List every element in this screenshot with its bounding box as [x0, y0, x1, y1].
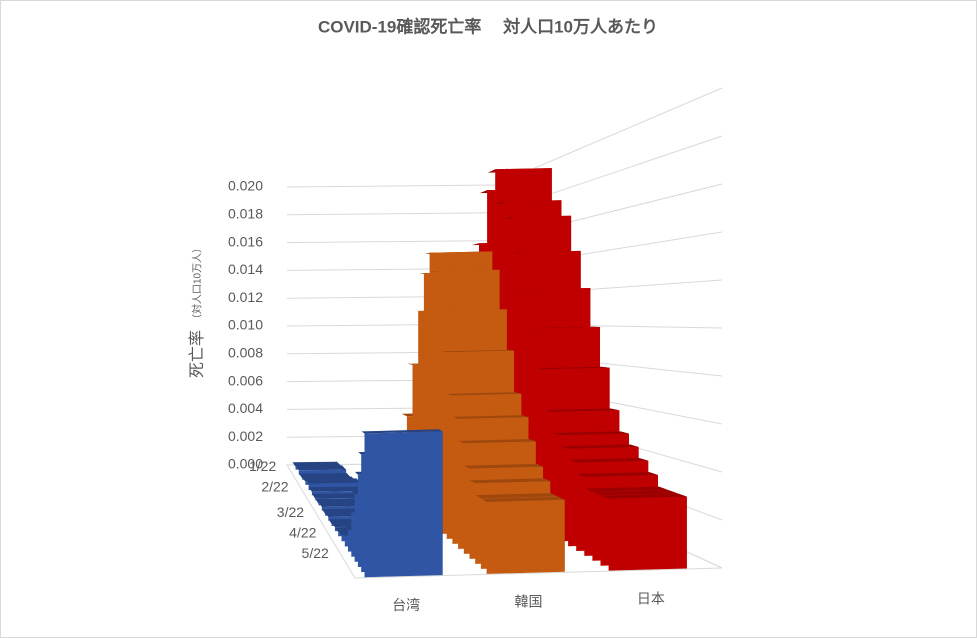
y-axis-title: 死亡率 （対人口10万人） [188, 243, 206, 378]
bar-top [458, 439, 536, 444]
bar-top [475, 493, 558, 499]
bar-top [470, 478, 551, 484]
y-tick-label: 0.016 [228, 233, 263, 249]
bar-top [447, 392, 522, 396]
y-tick-label: 0.004 [228, 400, 263, 416]
depth-tick-label: 2/22 [261, 478, 288, 494]
bar [364, 431, 443, 578]
bar-top [464, 463, 543, 469]
grid-line [286, 240, 496, 244]
bar-top [544, 408, 620, 412]
depth-tick-label: 1/22 [249, 458, 276, 474]
depth-tick-label: 4/22 [289, 525, 316, 541]
bar [486, 499, 565, 574]
bar-top [361, 429, 443, 434]
bar-top [577, 472, 658, 477]
y-tick-label: 0.012 [228, 289, 263, 305]
series-label: 日本 [637, 590, 665, 606]
depth-tick-label: 5/22 [302, 545, 329, 561]
y-tick-label: 0.010 [228, 317, 263, 333]
bar-top [568, 458, 649, 463]
bar-top [585, 486, 668, 492]
y-tick-label: 0.006 [228, 372, 263, 388]
bar-top [536, 366, 610, 370]
y-tick-label: 0.008 [228, 345, 263, 361]
bar [608, 496, 687, 571]
y-label-sub: （対人口10万人） [191, 243, 204, 324]
grid-line [286, 212, 496, 216]
bar-top [601, 493, 687, 499]
y-tick-label: 0.002 [228, 428, 263, 444]
bar-top [552, 431, 629, 436]
series-label: 韓国 [515, 594, 543, 610]
bar-top [305, 478, 361, 484]
bar-top [528, 326, 600, 329]
y-tick-label: 0.000 [228, 456, 263, 472]
series-label: 台湾 [392, 597, 420, 613]
y-tick-label: 0.014 [228, 261, 263, 277]
bar-top [295, 465, 347, 471]
bar-top [481, 496, 565, 502]
bar-top [593, 490, 678, 496]
bar-top [441, 349, 514, 353]
grid-line [286, 184, 496, 188]
bar-top [309, 486, 366, 492]
bar-top [435, 309, 507, 311]
chart-title: COVID-19確認死亡率 対人口10万人あたり [318, 16, 658, 36]
bar-top [560, 444, 639, 449]
y-tick-label: 0.018 [228, 206, 263, 222]
depth-tick-label: 3/22 [277, 504, 304, 520]
y-label: 死亡率 [188, 330, 206, 378]
y-tick-label: 0.020 [228, 178, 263, 194]
bar-top [453, 415, 529, 419]
